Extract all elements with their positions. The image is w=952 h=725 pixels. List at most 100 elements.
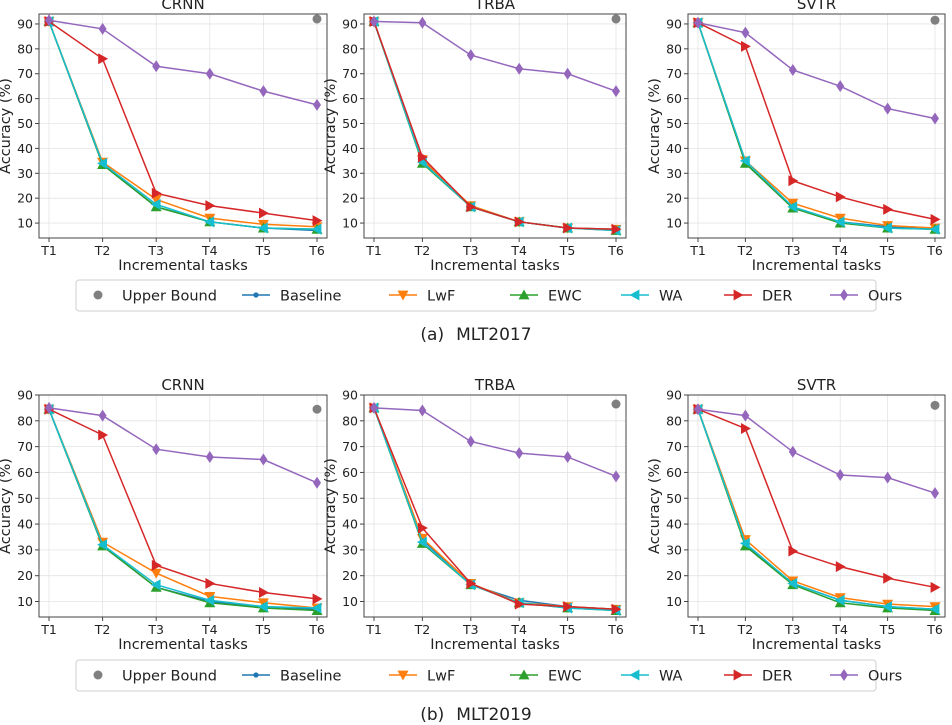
series-line-lwf bbox=[48, 408, 318, 609]
legend-label-baseline: Baseline bbox=[280, 289, 342, 305]
legend-marker-baseline bbox=[253, 672, 259, 678]
plot-frame bbox=[363, 394, 627, 618]
series-ewc bbox=[692, 17, 941, 234]
point-ours bbox=[205, 67, 214, 80]
y-tick-label: 20 bbox=[17, 191, 33, 206]
point-der bbox=[151, 187, 162, 199]
point-der bbox=[98, 53, 109, 65]
legend-item-der: DER bbox=[724, 289, 792, 305]
y-tick-label: 60 bbox=[666, 465, 682, 480]
point-der bbox=[741, 423, 751, 435]
point-der bbox=[205, 200, 216, 212]
y-tick-label: 60 bbox=[666, 91, 682, 106]
point-ours bbox=[563, 450, 572, 463]
plot-frame bbox=[38, 394, 328, 618]
y-axis-label: Accuracy (%) bbox=[323, 78, 339, 174]
point-lwf bbox=[150, 568, 162, 579]
legend-label-lwf: LwF bbox=[427, 669, 455, 685]
point-ours bbox=[788, 64, 797, 76]
point-wa bbox=[204, 216, 215, 228]
legend-label-ours: Ours bbox=[868, 289, 902, 305]
point-wa bbox=[834, 216, 845, 228]
series-ewc bbox=[692, 403, 941, 615]
point-ours bbox=[883, 471, 892, 484]
series-line-wa bbox=[373, 21, 617, 232]
point-der bbox=[312, 215, 323, 227]
legend-label-der: DER bbox=[762, 289, 792, 305]
point-wa bbox=[311, 602, 322, 614]
point-wa bbox=[787, 201, 798, 213]
point-der bbox=[611, 223, 622, 235]
point-der bbox=[98, 429, 109, 441]
point-der bbox=[418, 151, 428, 163]
y-tick-label: 30 bbox=[666, 166, 682, 181]
point-wa bbox=[882, 601, 892, 613]
legend-label-wa: WA bbox=[659, 669, 683, 685]
point-wa bbox=[739, 155, 750, 167]
y-tick-label: 30 bbox=[342, 166, 358, 181]
point-ours bbox=[370, 15, 378, 28]
point-wa bbox=[787, 577, 798, 589]
point-wa bbox=[311, 223, 322, 235]
series-ours bbox=[45, 14, 321, 111]
legend-label-der: DER bbox=[762, 669, 792, 685]
y-tick-label: 10 bbox=[666, 594, 682, 609]
y-tick-label: 90 bbox=[666, 388, 682, 403]
legend-item-baseline: Baseline bbox=[242, 289, 342, 305]
x-axis-label: Incremental tasks bbox=[118, 258, 248, 274]
x-axis-label: Incremental tasks bbox=[752, 258, 882, 274]
y-tick-label: 70 bbox=[17, 439, 33, 454]
y-tick-label: 40 bbox=[342, 141, 358, 156]
y-tick-label: 70 bbox=[342, 66, 358, 81]
y-tick-label: 70 bbox=[342, 439, 358, 454]
legend-b: Upper Bound Baseline LwF EWC WA DER Ours bbox=[75, 659, 902, 692]
x-tick-label: T5 bbox=[255, 622, 272, 637]
point-der bbox=[835, 191, 846, 203]
x-tick-label: T4 bbox=[831, 622, 848, 637]
x-tick-label: T1 bbox=[40, 243, 57, 258]
point-wa bbox=[416, 536, 427, 548]
y-tick-label: 30 bbox=[666, 542, 682, 557]
series-lwf bbox=[368, 403, 622, 615]
legend-label-ewc: EWC bbox=[548, 289, 582, 305]
series-lwf bbox=[692, 18, 941, 234]
point-ours bbox=[152, 443, 161, 456]
point-ours bbox=[313, 98, 321, 111]
x-tick-label: T5 bbox=[879, 622, 896, 637]
y-tick-label: 10 bbox=[342, 216, 358, 231]
point-der bbox=[930, 581, 941, 593]
plot-frame bbox=[363, 13, 627, 239]
caption-b: (b) MLT2019 bbox=[420, 705, 532, 725]
legend-marker-baseline bbox=[253, 292, 259, 298]
chart-panel-6: T1 T2 T3 T4 T5 T6 10 20 30 40 50 60 70 80 90 SVTR Increm… bbox=[647, 376, 946, 653]
point-der bbox=[835, 561, 846, 573]
point-ours bbox=[515, 62, 524, 75]
x-tick-label: T2 bbox=[94, 243, 111, 258]
series-baseline bbox=[46, 406, 320, 612]
legend-label-baseline: Baseline bbox=[280, 669, 342, 685]
legend-item-ours: Ours bbox=[830, 289, 902, 305]
point-lwf bbox=[204, 591, 216, 602]
y-tick-label: 50 bbox=[342, 491, 358, 506]
point-ours bbox=[152, 60, 161, 73]
x-tick-label: T5 bbox=[559, 243, 576, 258]
legend-label-upper_bound: Upper Bound bbox=[122, 289, 217, 305]
y-tick-label: 30 bbox=[342, 542, 358, 557]
point-ours bbox=[741, 26, 750, 39]
y-tick-label: 70 bbox=[666, 439, 682, 454]
series-wa bbox=[368, 402, 621, 617]
x-tick-label: T4 bbox=[510, 622, 527, 637]
y-tick-label: 80 bbox=[17, 413, 33, 428]
x-tick-label: T6 bbox=[308, 243, 325, 258]
series-line-lwf bbox=[697, 408, 936, 608]
x-tick-label: T6 bbox=[926, 243, 943, 258]
point-wa bbox=[97, 539, 107, 551]
point-ours bbox=[563, 67, 572, 80]
series-ours bbox=[694, 403, 939, 500]
series-line-wa bbox=[48, 21, 318, 231]
point-wa bbox=[739, 537, 750, 549]
caption-a-label: (a) bbox=[420, 325, 444, 345]
point-ours bbox=[612, 85, 620, 98]
point-ours bbox=[259, 453, 268, 466]
